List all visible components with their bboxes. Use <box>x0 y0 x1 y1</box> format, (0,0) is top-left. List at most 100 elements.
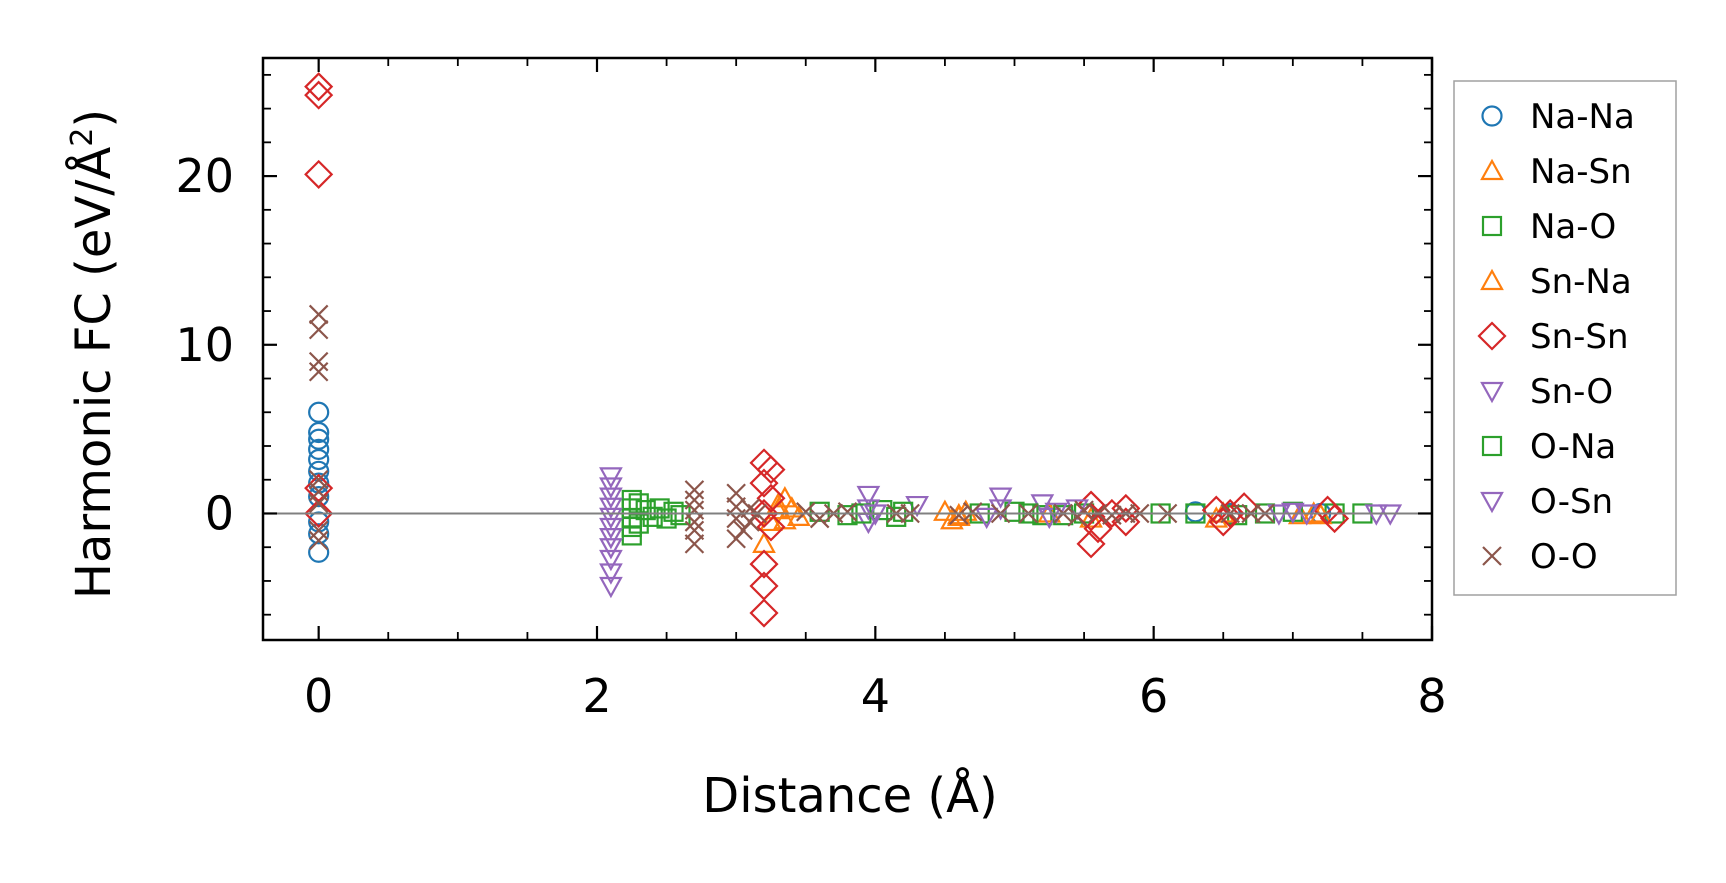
data-point <box>621 525 642 546</box>
data-point <box>649 498 670 519</box>
legend-label-o-na: O-Na <box>1530 427 1616 467</box>
data-point <box>726 529 746 549</box>
legend-label-sn-na: Sn-Na <box>1530 262 1632 302</box>
data-point <box>599 538 623 560</box>
y-tick-label: 10 <box>175 318 234 372</box>
data-point <box>304 159 334 189</box>
y-axis-title-superscript: 2 <box>65 128 100 147</box>
data-point <box>749 468 779 498</box>
series-o-o <box>308 304 1275 554</box>
data-point <box>837 505 858 526</box>
data-point <box>599 563 623 585</box>
legend-label-na-sn: Na-Sn <box>1530 152 1632 192</box>
legend-marker-na-na <box>1481 105 1503 127</box>
data-point <box>856 485 881 508</box>
data-point <box>599 487 623 509</box>
legend-marker-o-na <box>1481 435 1503 457</box>
data-point <box>974 507 999 530</box>
x-tick-label: 2 <box>582 669 611 723</box>
y-axis-title-tail: ) <box>66 109 122 128</box>
data-point <box>599 467 623 489</box>
data-point <box>786 504 811 526</box>
data-point <box>635 500 656 521</box>
data-point <box>308 438 330 460</box>
data-point <box>304 80 334 110</box>
y-tick-label: 20 <box>175 149 234 203</box>
data-point <box>684 534 705 554</box>
data-point <box>837 502 858 522</box>
data-point <box>656 508 677 529</box>
data-point <box>308 421 330 444</box>
data-point <box>304 72 334 102</box>
data-point <box>773 486 797 508</box>
data-point <box>749 598 779 628</box>
data-point <box>856 499 881 521</box>
data-point <box>756 455 786 485</box>
legend-marker-sn-o <box>1480 381 1504 404</box>
data-point <box>304 498 334 529</box>
legend-marker-sn-na <box>1480 268 1504 291</box>
data-point <box>795 502 816 522</box>
data-point <box>599 507 623 530</box>
legend-marker-na-o <box>1481 215 1503 237</box>
x-tick-label: 6 <box>1139 669 1168 723</box>
legend-marker-sn-sn <box>1477 321 1507 351</box>
data-point <box>663 501 684 522</box>
data-point <box>1083 514 1113 544</box>
y-tick-label: 0 <box>205 486 234 540</box>
data-point <box>308 486 330 508</box>
data-point <box>1111 493 1141 523</box>
data-point <box>599 576 623 599</box>
data-point <box>599 549 623 572</box>
legend-marker-o-o <box>1482 546 1502 566</box>
data-point <box>756 483 786 513</box>
series-sn-sn <box>304 72 1350 628</box>
data-point <box>752 531 776 553</box>
data-point <box>308 401 330 423</box>
data-point <box>684 490 705 510</box>
data-point <box>773 507 797 530</box>
data-point <box>962 502 983 522</box>
legend-label-sn-sn: Sn-Sn <box>1530 317 1629 357</box>
data-point <box>749 498 779 529</box>
data-point <box>308 520 329 541</box>
data-point <box>1076 529 1106 559</box>
data-point <box>599 497 623 519</box>
data-point <box>933 499 957 521</box>
data-point <box>308 448 330 471</box>
axes: 0 2 4 6 8 0 10 20 <box>175 56 1447 723</box>
data-point <box>599 477 623 499</box>
x-tick-label: 8 <box>1417 669 1446 723</box>
data-point <box>756 512 786 542</box>
legend-label-na-o: Na-O <box>1530 207 1616 247</box>
x-axis-title: Distance (Å) <box>702 767 997 824</box>
legend-marker-o-sn <box>1480 491 1504 514</box>
legend-marker-na-sn <box>1480 158 1504 181</box>
data-point <box>628 513 649 534</box>
legend-label-o-sn: O-Sn <box>1530 482 1613 522</box>
data-point <box>1215 498 1245 529</box>
series-sn-o <box>599 467 1403 599</box>
data-point <box>308 319 329 340</box>
data-point <box>1053 505 1074 526</box>
data-point <box>599 527 623 550</box>
legend-label-o-o: O-O <box>1530 537 1598 577</box>
data-point <box>308 493 329 514</box>
data-point <box>308 361 329 382</box>
data-point <box>308 541 330 563</box>
data-point <box>628 493 649 514</box>
data-point <box>684 512 705 532</box>
data-point <box>886 506 907 527</box>
series-na-na <box>308 401 1332 563</box>
legend-label-sn-o: Sn-O <box>1530 372 1613 412</box>
data-point <box>779 496 804 518</box>
data-point <box>809 501 830 522</box>
data-point <box>684 480 705 500</box>
plot-marks <box>304 72 1403 628</box>
data-point <box>749 549 779 579</box>
plot-frame <box>261 56 1434 642</box>
y-axis-title-main: Harmonic FC (eV/Å <box>65 147 122 600</box>
data-point <box>308 351 329 372</box>
